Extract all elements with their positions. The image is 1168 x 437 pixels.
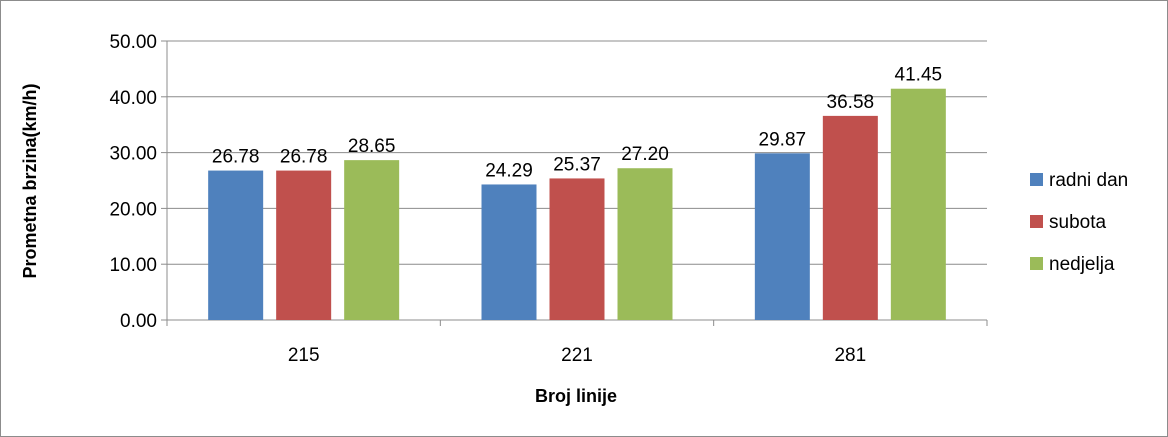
x-tick-label: 281 [834,345,866,366]
legend-label: nedjelja [1049,254,1115,275]
legend-label: subota [1049,212,1106,233]
data-label: 28.65 [348,136,396,157]
data-label: 24.29 [485,160,533,181]
bar-nedjelja-221 [617,168,673,320]
x-tick-label: 215 [288,345,320,366]
data-label: 36.58 [827,92,875,113]
data-labels: 26.78 26.78 28.65 24.29 25.37 27.20 29.87 36.58… [212,65,942,182]
bar-nedjelja-215 [344,160,400,320]
y-tick-label: 20.00 [109,199,157,220]
y-tick-label: 0.00 [120,311,157,332]
data-label: 26.78 [280,147,328,168]
bar-radni-dan-221 [481,184,537,320]
y-tick-label: 50.00 [109,32,157,53]
legend-label: radni dan [1049,170,1128,191]
y-tick-label: 30.00 [109,144,157,165]
x-tick-label: 221 [561,345,593,366]
bar-nedjelja-281 [890,88,946,320]
data-label: 29.87 [759,129,807,150]
legend-swatch [1030,257,1043,270]
data-label: 25.37 [553,154,601,175]
legend: radni dan subota nedjelja [1030,170,1128,275]
data-label: 26.78 [212,147,260,168]
bar-subota-281 [822,115,878,320]
bar-subota-215 [276,170,332,320]
bars [208,88,946,320]
tick-labels: 0.00 10.00 20.00 30.00 40.00 50.00 215 221 281 [109,32,866,366]
legend-swatch [1030,215,1043,228]
y-tick-label: 10.00 [109,255,157,276]
x-axis-title: Broj linije [535,386,617,406]
y-axis-title: Prometna brzina(km/h) [20,83,40,278]
bar-radni-dan-215 [208,170,264,320]
bar-subota-221 [549,178,605,320]
bar-radni-dan-281 [754,153,810,320]
data-label: 27.20 [621,144,669,165]
y-tick-label: 40.00 [109,88,157,109]
data-label: 41.45 [895,65,943,86]
legend-swatch [1030,173,1043,186]
